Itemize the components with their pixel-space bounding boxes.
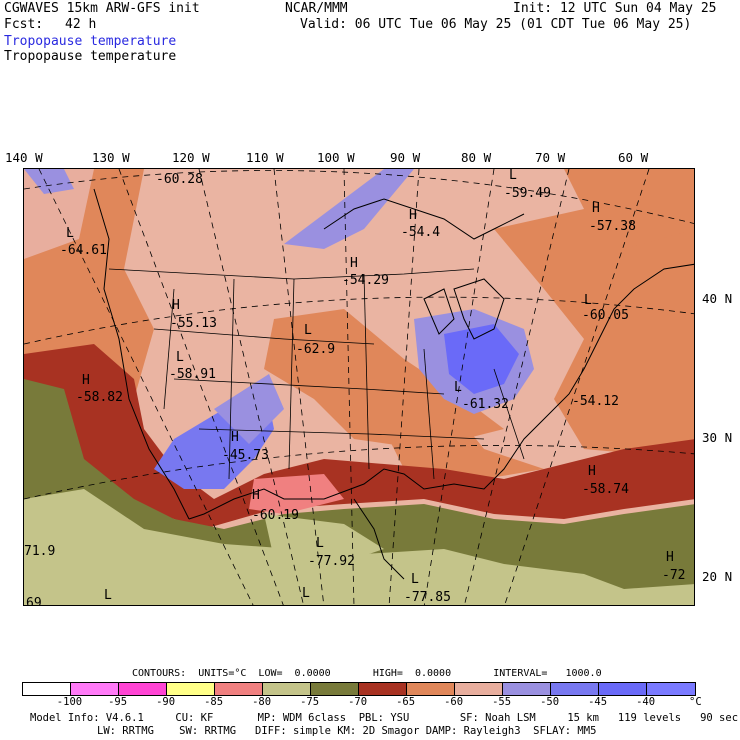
map-value-label: -60.28: [156, 172, 203, 187]
colorbar-swatch: [647, 683, 695, 695]
model-title: CGWAVES 15km ARW-GFS init: [4, 1, 200, 16]
lon-label: 130 W: [92, 150, 130, 165]
lon-label: 90 W: [390, 150, 421, 165]
map-value-label: -77.92: [308, 554, 355, 569]
high-marker: H: [82, 373, 90, 388]
colorbar-tick-label: -65: [396, 696, 416, 708]
map-value-label: -60.19: [252, 508, 299, 523]
map-value-label: -58.82: [76, 390, 123, 405]
map-value-label: 71.9: [24, 544, 56, 559]
colorbar-swatch: [263, 683, 311, 695]
high-marker: H: [588, 464, 596, 479]
colorbar-tick-label: -75: [300, 696, 320, 708]
physics-info-line: LW: RRTMG SW: RRTMG DIFF: simple KM: 2D …: [97, 725, 597, 737]
low-marker: L: [316, 536, 324, 551]
high-marker: H: [409, 208, 417, 223]
low-marker: L: [176, 350, 184, 365]
high-marker: H: [231, 430, 239, 445]
map-value-label: -54.4: [401, 225, 441, 240]
colorbar-swatch: [599, 683, 647, 695]
lon-label: 120 W: [172, 150, 210, 165]
colorbar-tick-label: -60: [444, 696, 464, 708]
field-title-primary: Tropopause temperature: [4, 34, 177, 49]
map-value-label: -64.61: [60, 243, 107, 258]
colorbar-tick-label: -100: [56, 696, 83, 708]
lon-label: 110 W: [246, 150, 284, 165]
high-marker: H: [252, 488, 260, 503]
high-marker: H: [350, 256, 358, 271]
model-info-line: Model Info: V4.6.1 CU: KF MP: WDM 6class…: [30, 712, 739, 724]
low-marker: L: [411, 572, 419, 587]
map-value-label: -55.13: [170, 316, 217, 331]
map-field-shading: [24, 169, 694, 605]
map-value-label: -60.05: [582, 308, 629, 323]
lat-label: 30 N: [702, 430, 733, 445]
map-value-label: -54.29: [342, 273, 389, 288]
low-marker: L: [104, 588, 112, 603]
map-value-label: -77.85: [404, 590, 451, 605]
tropopause-temperature-map: -60.28 L -64.61 L -59.49 H -54.4 H -57.3…: [23, 168, 695, 606]
lon-label: 70 W: [535, 150, 566, 165]
colorbar-tick-label: -40: [636, 696, 656, 708]
valid-time: Valid: 06 UTC Tue 06 May 25 (01 CDT Tue …: [300, 17, 692, 32]
init-time: Init: 12 UTC Sun 04 May 25: [513, 1, 717, 16]
forecast-hour: 42 h: [65, 17, 97, 32]
lon-label: 80 W: [461, 150, 492, 165]
high-marker: H: [172, 298, 180, 313]
colorbar-title: CONTOURS: UNITS=°C LOW= 0.0000 HIGH= 0.0…: [132, 668, 602, 679]
lon-label: 100 W: [317, 150, 355, 165]
low-marker: L: [304, 323, 312, 338]
colorbar-tick-label: -80: [252, 696, 272, 708]
map-value-label: -59.49: [504, 186, 551, 201]
colorbar-swatch: [23, 683, 71, 695]
map-value-label: 69: [26, 596, 42, 606]
low-marker: L: [454, 380, 462, 395]
colorbar-swatch: [311, 683, 359, 695]
colorbar-tick-label: -50: [540, 696, 560, 708]
map-value-label: -61.32: [462, 397, 509, 412]
colorbar-tick-label: -55: [492, 696, 512, 708]
colorbar: [22, 682, 696, 696]
map-value-label: -72: [662, 568, 686, 583]
low-marker: L: [66, 226, 74, 241]
lon-label: 60 W: [618, 150, 649, 165]
map-value-label: -58.74: [582, 482, 629, 497]
organization: NCAR/MMM: [285, 1, 348, 16]
colorbar-swatch: [503, 683, 551, 695]
colorbar-swatch: [215, 683, 263, 695]
lon-label: 140 W: [5, 150, 43, 165]
map-value-label: -58.91: [169, 367, 216, 382]
colorbar-swatch: [551, 683, 599, 695]
colorbar-tick-label: -70: [348, 696, 368, 708]
lat-label: 40 N: [702, 291, 733, 306]
map-value-label: -54.12: [572, 394, 619, 409]
high-marker: H: [592, 201, 600, 216]
colorbar-swatch: [119, 683, 167, 695]
lat-label: 20 N: [702, 569, 733, 584]
colorbar-swatch: [359, 683, 407, 695]
low-marker: L: [302, 586, 310, 601]
colorbar-tick-label: -85: [204, 696, 224, 708]
forecast-label: Fcst:: [4, 17, 44, 32]
map-value-label: -62.9: [296, 342, 336, 357]
high-marker: H: [666, 550, 674, 565]
colorbar-tick-label: -95: [108, 696, 128, 708]
map-value-label: -45.73: [222, 448, 269, 463]
colorbar-swatch: [407, 683, 455, 695]
colorbar-swatch: [455, 683, 503, 695]
colorbar-tick-label: -45: [588, 696, 608, 708]
map-value-label: -57.38: [589, 219, 636, 234]
colorbar-swatch: [167, 683, 215, 695]
field-title-secondary: Tropopause temperature: [4, 49, 177, 64]
colorbar-tick-label: -90: [156, 696, 176, 708]
colorbar-swatch: [71, 683, 119, 695]
colorbar-unit: °C: [689, 696, 702, 708]
low-marker: L: [584, 293, 592, 308]
low-marker: L: [509, 168, 517, 183]
